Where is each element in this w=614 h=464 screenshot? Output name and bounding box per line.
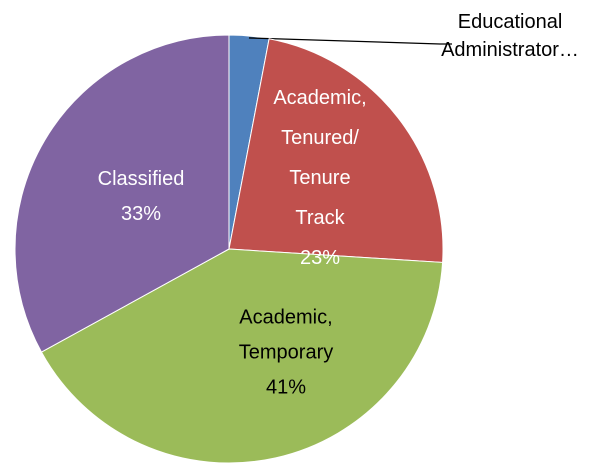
slice-label: Educational Administrator… — [441, 8, 579, 64]
leader-line — [248, 37, 452, 45]
pie-slice — [14, 34, 230, 353]
slice-label: Academic, Temporary 41% — [239, 301, 333, 406]
value-label: 23% — [299, 247, 341, 269]
category-label: Educational Administrator… — [441, 11, 579, 61]
pie-slice — [40, 248, 444, 464]
slice-label: Classified 33% — [98, 162, 185, 232]
slice-label: Academic, Tenured/ Tenure Track 23% — [273, 78, 366, 278]
category-label: Classified — [97, 168, 185, 190]
category-label: Academic, Temporary — [238, 306, 334, 364]
value-label: 41% — [265, 376, 307, 399]
category-label: Academic, Tenured/ Tenure Track — [273, 87, 367, 229]
pie-slice — [228, 38, 444, 263]
value-label: 33% — [120, 203, 162, 225]
